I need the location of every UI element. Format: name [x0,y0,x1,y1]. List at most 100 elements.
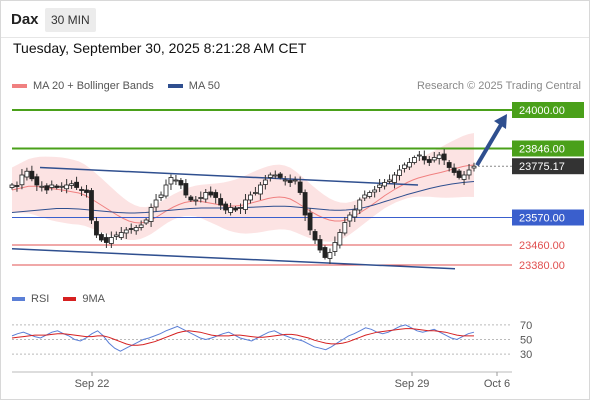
rsi-tick-label: 50 [520,335,532,347]
candle [34,173,40,191]
candle-body-up [262,179,268,185]
candle-body-down [94,221,99,236]
channel-upper-line [39,166,419,186]
candle [287,174,293,187]
legend-item-rsi: RSI [12,293,49,305]
time-tick-label: Oct 6 [484,378,510,390]
candle [79,186,84,196]
candle [128,223,134,234]
candle-body-down [451,167,457,173]
timeframe-badge[interactable]: 30 MIN [45,8,96,32]
level-label-resistance: 23846.00 [512,140,584,157]
candle-body-down [79,189,84,191]
candle-body-up [397,169,402,176]
ma20-line [11,164,475,224]
candle [153,194,159,212]
candle [233,206,238,212]
candle [173,175,179,185]
candle [213,189,219,204]
candle-body-up [163,184,169,197]
candle-body-up [372,189,378,193]
candle-body-down [89,190,94,221]
candle-body-down [44,185,50,191]
attribution: Research © 2025 Trading Central [416,80,581,92]
candle [138,220,144,231]
candle-body-up [382,182,387,187]
candle-body-up [466,169,472,176]
time-tick-label: Sep 29 [395,378,430,390]
price-levels [12,109,512,266]
candle-body-up [19,174,25,186]
level-label-text: 23380.00 [519,260,565,272]
candle-body-down [128,228,134,230]
candle-body-down [233,207,238,211]
channel-lower-line [11,248,456,270]
ma50-swatch-icon [167,84,183,88]
candle [193,196,199,206]
bollinger-bands [12,133,474,242]
candle-body-down [456,170,462,178]
candle [257,182,263,200]
candle-body-up [332,242,338,252]
candle [24,167,30,181]
candle [163,179,169,199]
candle [198,191,204,203]
candle-body-up [243,199,248,210]
candle [367,190,373,199]
candle-body-up [24,170,30,178]
candle-body-up [143,219,149,224]
rsi-tick-label: 30 [520,349,532,361]
candle-body-down [29,170,35,180]
candle-body-down [188,196,194,201]
level-label-support: 23380.00 [519,260,565,272]
candle [29,165,35,182]
candle [158,191,164,201]
candle [19,169,25,190]
candle [307,208,313,235]
candle-body-up [158,194,164,198]
level-label-box [512,102,584,118]
legend-ma20-label: MA 20 + Bollinger Bands [33,80,154,92]
candle [451,163,457,176]
candle [208,186,214,198]
legend-9ma-label: 9MA [82,293,105,305]
candle [118,227,124,240]
candle-body-up [416,154,422,157]
candle-body-up [39,185,45,188]
bollinger-band-area [12,133,474,242]
candle-body-up [377,184,383,188]
candle [372,186,378,198]
candle [297,176,303,195]
candle [133,225,139,235]
candle-body-up [257,184,263,195]
legend-rsi-label: RSI [31,293,50,305]
candle [228,203,233,216]
ma50-line [11,181,475,214]
candle-body-up [436,154,442,159]
candle [426,156,432,166]
candle-body-up [118,232,124,238]
candle-body-down [103,237,109,243]
candle [277,172,283,180]
candle-body-up [49,184,55,188]
level-label-text: 23460.00 [519,240,565,252]
candle [143,218,149,225]
top-bar: Dax 30 MIN [1,1,589,38]
candle-body-up [342,222,348,234]
candle-body-up [431,157,437,161]
candle [446,160,452,172]
candle [14,181,20,192]
candle-body-up [292,179,298,182]
candle [387,174,392,184]
candle [148,203,154,227]
candle-body-up [238,207,243,209]
level-label-box [512,140,584,157]
rsi-series-rsi [11,324,475,352]
level-label-support: 23460.00 [519,240,565,252]
candle [223,201,229,214]
level-label-text: 23570.00 [519,213,565,225]
candle [327,248,333,264]
trend-channel [11,114,507,270]
candle-body-up [337,232,343,246]
candle [272,170,278,179]
